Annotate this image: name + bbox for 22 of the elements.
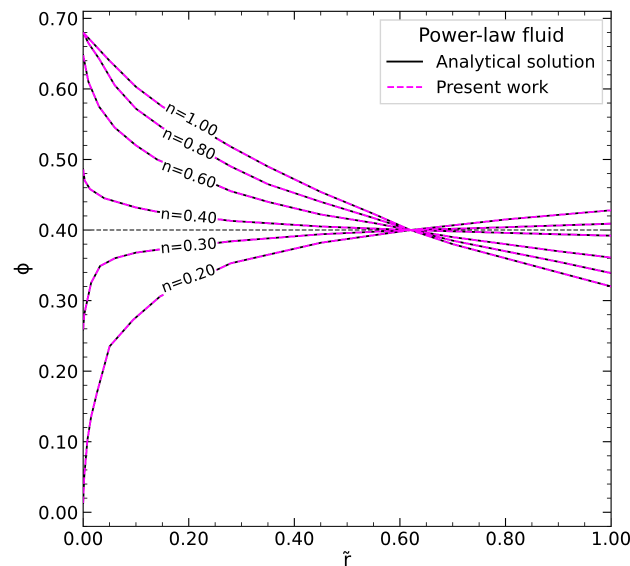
y-tick-label: 0.60 xyxy=(39,82,78,96)
y-axis-title: ϕ xyxy=(14,264,33,274)
legend-label: Present work xyxy=(438,80,549,94)
y-tick-label: 0.30 xyxy=(39,294,78,308)
annotation: n=0.40 xyxy=(162,207,216,224)
x-tick-label: 0.40 xyxy=(275,532,314,546)
x-tick-label: 0.80 xyxy=(486,532,524,546)
legend-title: Power-law fluid xyxy=(420,26,563,42)
annotation: n=0.30 xyxy=(161,237,216,254)
x-tick-label: 0.00 xyxy=(64,532,102,546)
y-tick-label: 0.10 xyxy=(39,435,78,449)
y-tick-label: 0.40 xyxy=(39,224,78,238)
legend-label: Analytical solution xyxy=(436,54,594,72)
x-tick-label: 1.00 xyxy=(592,532,630,546)
y-tick-label: 0.00 xyxy=(39,506,78,520)
x-axis-title: r̃ xyxy=(343,551,352,566)
x-tick-label: 0.60 xyxy=(381,532,419,546)
annotation: n=0.60 xyxy=(162,159,217,189)
y-tick-label: 0.20 xyxy=(39,364,78,378)
x-tick-label: 0.20 xyxy=(170,532,208,546)
y-tick-label: 0.50 xyxy=(39,152,78,167)
y-tick-label: 0.70 xyxy=(39,12,78,26)
